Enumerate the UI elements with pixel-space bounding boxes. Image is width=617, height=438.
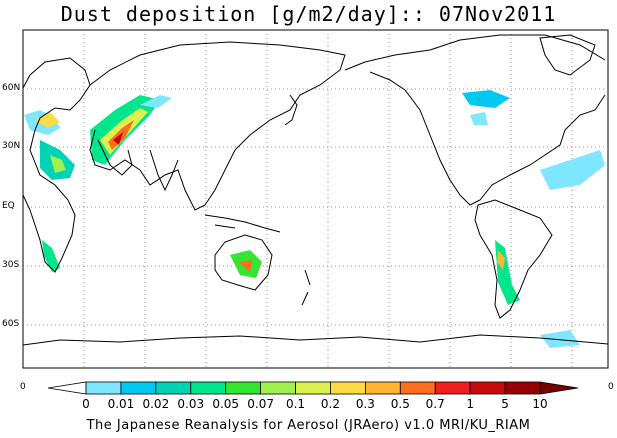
australia <box>214 234 273 291</box>
dust-sahara-inner <box>50 155 66 173</box>
colorbar-tick-label: 0.5 <box>390 397 410 411</box>
dust-central-asia <box>140 95 172 108</box>
edge-label-right: 0 <box>608 382 614 392</box>
colorbar-arrow-left <box>47 381 87 395</box>
south-america <box>474 199 553 319</box>
dust-atlantic <box>540 150 605 190</box>
colorbar-segment <box>295 381 331 395</box>
colorbar-tick-label: 0.01 <box>107 397 135 411</box>
japan <box>284 94 298 126</box>
footer-credit: The Japanese Reanalysis for Aerosol (JRA… <box>86 418 531 433</box>
lat-label-30n: 30N <box>2 141 21 151</box>
dust-middle-east-core <box>113 132 123 145</box>
colorbar-tick-label: 0 <box>82 397 90 411</box>
colorbar-tick-label: 0.05 <box>212 397 240 411</box>
colorbar-segment <box>85 381 122 395</box>
colorbar-tick-label: 0.03 <box>177 397 205 411</box>
colorbar-segment <box>504 381 541 395</box>
dust-southern-ocean <box>540 330 580 348</box>
dust-north-america-small <box>470 112 488 125</box>
edge-label-left: 0 <box>20 382 26 392</box>
lat-label-60n: 60N <box>2 83 21 93</box>
antarctica <box>22 334 609 346</box>
map-frame <box>22 29 609 369</box>
lat-label-30s: 30S <box>2 260 20 270</box>
europe-africa-coast <box>22 57 91 273</box>
colorbar-segment <box>190 381 227 395</box>
colorbar-tick-label: 0.3 <box>355 397 375 411</box>
arabia <box>97 139 133 176</box>
north-america <box>344 34 606 206</box>
dust-iberia <box>35 112 60 128</box>
colorbar-tick-label: 0.07 <box>247 397 274 411</box>
colorbar-segment <box>155 381 192 395</box>
colorbar-segment <box>330 381 366 395</box>
dust-south-africa <box>42 240 60 272</box>
colorbar-arrow-right <box>539 381 579 395</box>
dust-shading <box>24 90 605 348</box>
colorbar-tick-label: 1 <box>466 397 474 411</box>
colorbar-tick-label: 0.2 <box>320 397 340 411</box>
colorbar-segment <box>434 381 471 395</box>
greenland <box>539 34 596 76</box>
colorbar <box>47 381 579 395</box>
colorbar-segment <box>399 381 436 395</box>
colorbar-tick-label: 10 <box>532 397 548 411</box>
colorbar-segment <box>469 381 506 395</box>
graticule <box>23 30 608 368</box>
colorbar-segment <box>120 381 157 395</box>
lat-label-eq: EQ <box>2 201 15 211</box>
coastlines <box>22 34 609 346</box>
dust-australia-core <box>238 260 252 272</box>
colorbar-tick-label: 0.02 <box>142 397 170 411</box>
new-zealand <box>301 269 311 306</box>
colorbar-segment <box>225 381 262 395</box>
asia-coast <box>89 41 346 211</box>
india <box>149 149 179 192</box>
colorbar-tick-label: 0.1 <box>285 397 306 411</box>
colorbar-tick-label: 0.7 <box>425 397 445 411</box>
lat-label-60s: 60S <box>2 319 20 329</box>
dust-north-america <box>462 90 510 108</box>
dust-south-america-core <box>497 250 505 270</box>
colorbar-segment <box>364 381 401 395</box>
colorbar-segment <box>260 381 296 395</box>
colorbar-tick-label: 5 <box>501 397 509 411</box>
indonesia <box>204 214 281 233</box>
map-title: Dust deposition [g/m2/day]:: 07Nov2011 <box>60 2 557 26</box>
